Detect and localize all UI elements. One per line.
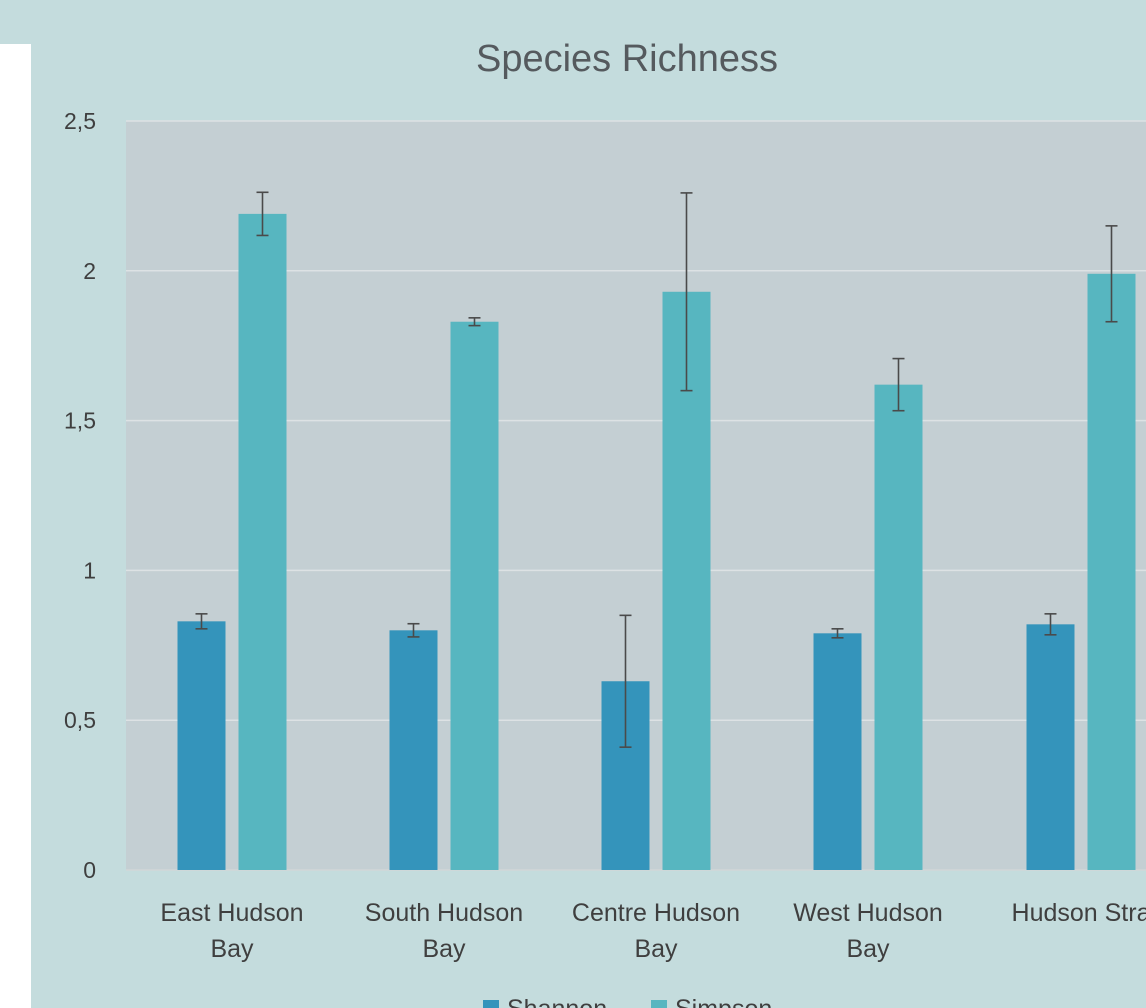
bar-shannon (177, 621, 226, 870)
bar-simpson (1087, 273, 1136, 870)
legend-label-simpson: Simpson (675, 995, 772, 1008)
error-bar (619, 614, 632, 748)
category-label: West Hudson Bay (793, 899, 943, 963)
error-bar (407, 622, 420, 638)
bar-shannon (1026, 624, 1075, 870)
category-label: Hudson Stra (1012, 899, 1146, 927)
error-bar (468, 317, 481, 327)
error-bar (680, 192, 693, 392)
y-tick-label: 0,5 (64, 707, 96, 733)
legend: Shannon Simpson (483, 995, 772, 1008)
y-tick-label: 2,5 (64, 108, 96, 134)
y-tick-label: 2 (83, 258, 96, 284)
bar-simpson (874, 384, 923, 870)
bar-shannon (389, 630, 438, 870)
white-margin-panel (0, 44, 31, 1008)
y-tick-label: 1,5 (64, 408, 96, 434)
category-label: Centre Hudson Bay (572, 899, 740, 963)
error-bar (892, 357, 905, 412)
bars (177, 191, 1136, 871)
x-axis-categories: East Hudson Bay South Hudson Bay Centre Huds… (160, 899, 1146, 963)
error-bar (1105, 225, 1118, 323)
legend-swatch-shannon (483, 1000, 499, 1008)
bar-simpson (238, 213, 287, 871)
error-bar (831, 628, 844, 639)
category-label: South Hudson Bay (365, 899, 523, 963)
error-bar (195, 613, 208, 630)
legend-swatch-simpson (651, 1000, 667, 1008)
bar-simpson (450, 321, 499, 870)
y-tick-label: 1 (83, 557, 96, 583)
category-label: East Hudson Bay (160, 899, 303, 963)
error-bar (1044, 613, 1057, 636)
error-bar (256, 191, 269, 237)
y-axis-ticks: 0 0,5 1 1,5 2 2,5 (64, 108, 96, 883)
y-tick-label: 0 (83, 857, 96, 883)
legend-label-shannon: Shannon (507, 995, 607, 1008)
chart-title: Species Richness (476, 38, 778, 80)
bar-shannon (813, 633, 862, 870)
